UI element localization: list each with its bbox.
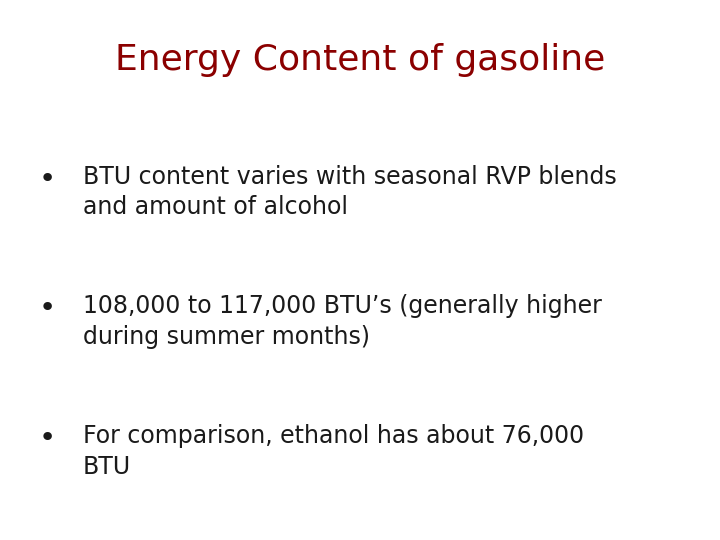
Text: •: • xyxy=(38,165,55,193)
Text: •: • xyxy=(38,424,55,452)
Text: •: • xyxy=(38,294,55,322)
Text: BTU content varies with seasonal RVP blends
and amount of alcohol: BTU content varies with seasonal RVP ble… xyxy=(83,165,616,219)
Text: 108,000 to 117,000 BTU’s (generally higher
during summer months): 108,000 to 117,000 BTU’s (generally high… xyxy=(83,294,602,349)
Text: For comparison, ethanol has about 76,000
BTU: For comparison, ethanol has about 76,000… xyxy=(83,424,584,478)
Text: Energy Content of gasoline: Energy Content of gasoline xyxy=(115,43,605,77)
